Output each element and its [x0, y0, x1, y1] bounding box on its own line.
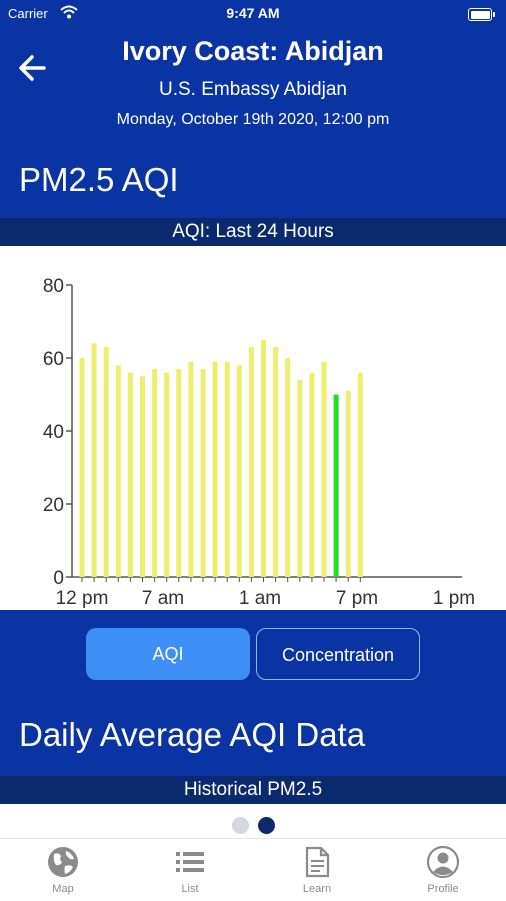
- aqi-bar: [285, 358, 291, 577]
- aqi-bar: [188, 361, 194, 577]
- historical-label: Historical PM2.5: [0, 776, 506, 804]
- status-time: 9:47 AM: [226, 5, 280, 21]
- aqi-bar: [115, 365, 121, 577]
- globe-icon: [48, 847, 78, 877]
- page-title: Ivory Coast: Abidjan: [122, 36, 384, 66]
- aqi-bar: [309, 372, 315, 577]
- page-dot-2[interactable]: [258, 817, 275, 834]
- page-dot-1[interactable]: [232, 817, 249, 834]
- y-tick-label: 20: [43, 495, 64, 516]
- aqi-bar: [345, 390, 351, 577]
- aqi-toggle-button[interactable]: AQI: [86, 628, 250, 680]
- lower-section: AQI Concentration Daily Average AQI Data: [0, 610, 506, 776]
- tab-list-label: List: [181, 883, 199, 895]
- y-tick-label: 0: [53, 568, 64, 589]
- aqi-bar: [176, 368, 182, 577]
- station-name: U.S. Embassy Abidjan: [159, 79, 347, 100]
- aqi-bar: [103, 347, 109, 577]
- aqi-bar: [164, 372, 170, 577]
- chart-section-label: AQI: Last 24 Hours: [0, 218, 506, 246]
- concentration-toggle-button[interactable]: Concentration: [256, 628, 420, 680]
- aqi-bar: [152, 368, 158, 577]
- aqi-bar: [297, 379, 303, 577]
- status-bar: Carrier 9:47 AM: [0, 0, 506, 26]
- daily-average-title: Daily Average AQI Data: [19, 716, 366, 753]
- document-icon: [305, 846, 330, 878]
- x-tick-label: 12 pm: [56, 588, 109, 609]
- tab-learn[interactable]: Learn: [277, 845, 357, 895]
- person-icon: [426, 845, 460, 879]
- aqi-chart: 0 20 40 60 80 12 pm 7 am 1 am 7 pm 1 pm: [0, 246, 506, 610]
- tab-profile[interactable]: Profile: [403, 845, 483, 895]
- tab-profile-label: Profile: [427, 883, 459, 895]
- aqi-bar: [248, 347, 254, 577]
- battery-icon: [468, 8, 495, 21]
- y-tick-label: 80: [43, 276, 64, 297]
- y-tick-label: 40: [43, 422, 64, 443]
- aqi-bar: [357, 372, 363, 577]
- aqi-bar: [273, 347, 279, 577]
- tab-learn-label: Learn: [302, 883, 332, 895]
- x-tick-label: 7 pm: [336, 588, 378, 609]
- x-tick-label: 1 pm: [433, 588, 475, 609]
- tab-list[interactable]: List: [150, 845, 230, 895]
- carrier-label: Carrier: [8, 6, 48, 21]
- tab-bar: Map List Learn Profile: [0, 838, 506, 901]
- page-indicator[interactable]: [0, 816, 506, 836]
- back-arrow-icon[interactable]: [16, 52, 50, 84]
- x-tick-label: 7 am: [142, 588, 184, 609]
- reading-datetime: Monday, October 19th 2020, 12:00 pm: [116, 111, 390, 128]
- aqi-bar: [140, 376, 145, 577]
- aqi-bar: [224, 361, 230, 577]
- aqi-bar: [91, 343, 97, 577]
- aqi-bar-chart: 0 20 40 60 80 12 pm 7 am 1 am 7 pm 1 pm: [43, 276, 475, 609]
- aqi-bar: [236, 365, 242, 577]
- x-tick-label: 1 am: [239, 588, 281, 609]
- aqi-bar: [261, 339, 266, 577]
- aqi-bar: [127, 372, 133, 577]
- y-tick-label: 60: [43, 349, 64, 370]
- aqi-bar: [212, 361, 218, 577]
- aqi-bar: [321, 361, 327, 577]
- header: Carrier 9:47 AM Ivory Coast: Abidjan U.S…: [0, 0, 506, 218]
- tab-map-label: Map: [52, 883, 74, 895]
- list-icon: [176, 852, 204, 872]
- tab-map[interactable]: Map: [23, 845, 103, 895]
- wifi-icon: [60, 5, 78, 19]
- aqi-bar: [200, 368, 206, 577]
- pollutant-title: PM2.5 AQI: [19, 161, 179, 198]
- aqi-bar: [333, 394, 339, 577]
- aqi-bar: [79, 358, 85, 577]
